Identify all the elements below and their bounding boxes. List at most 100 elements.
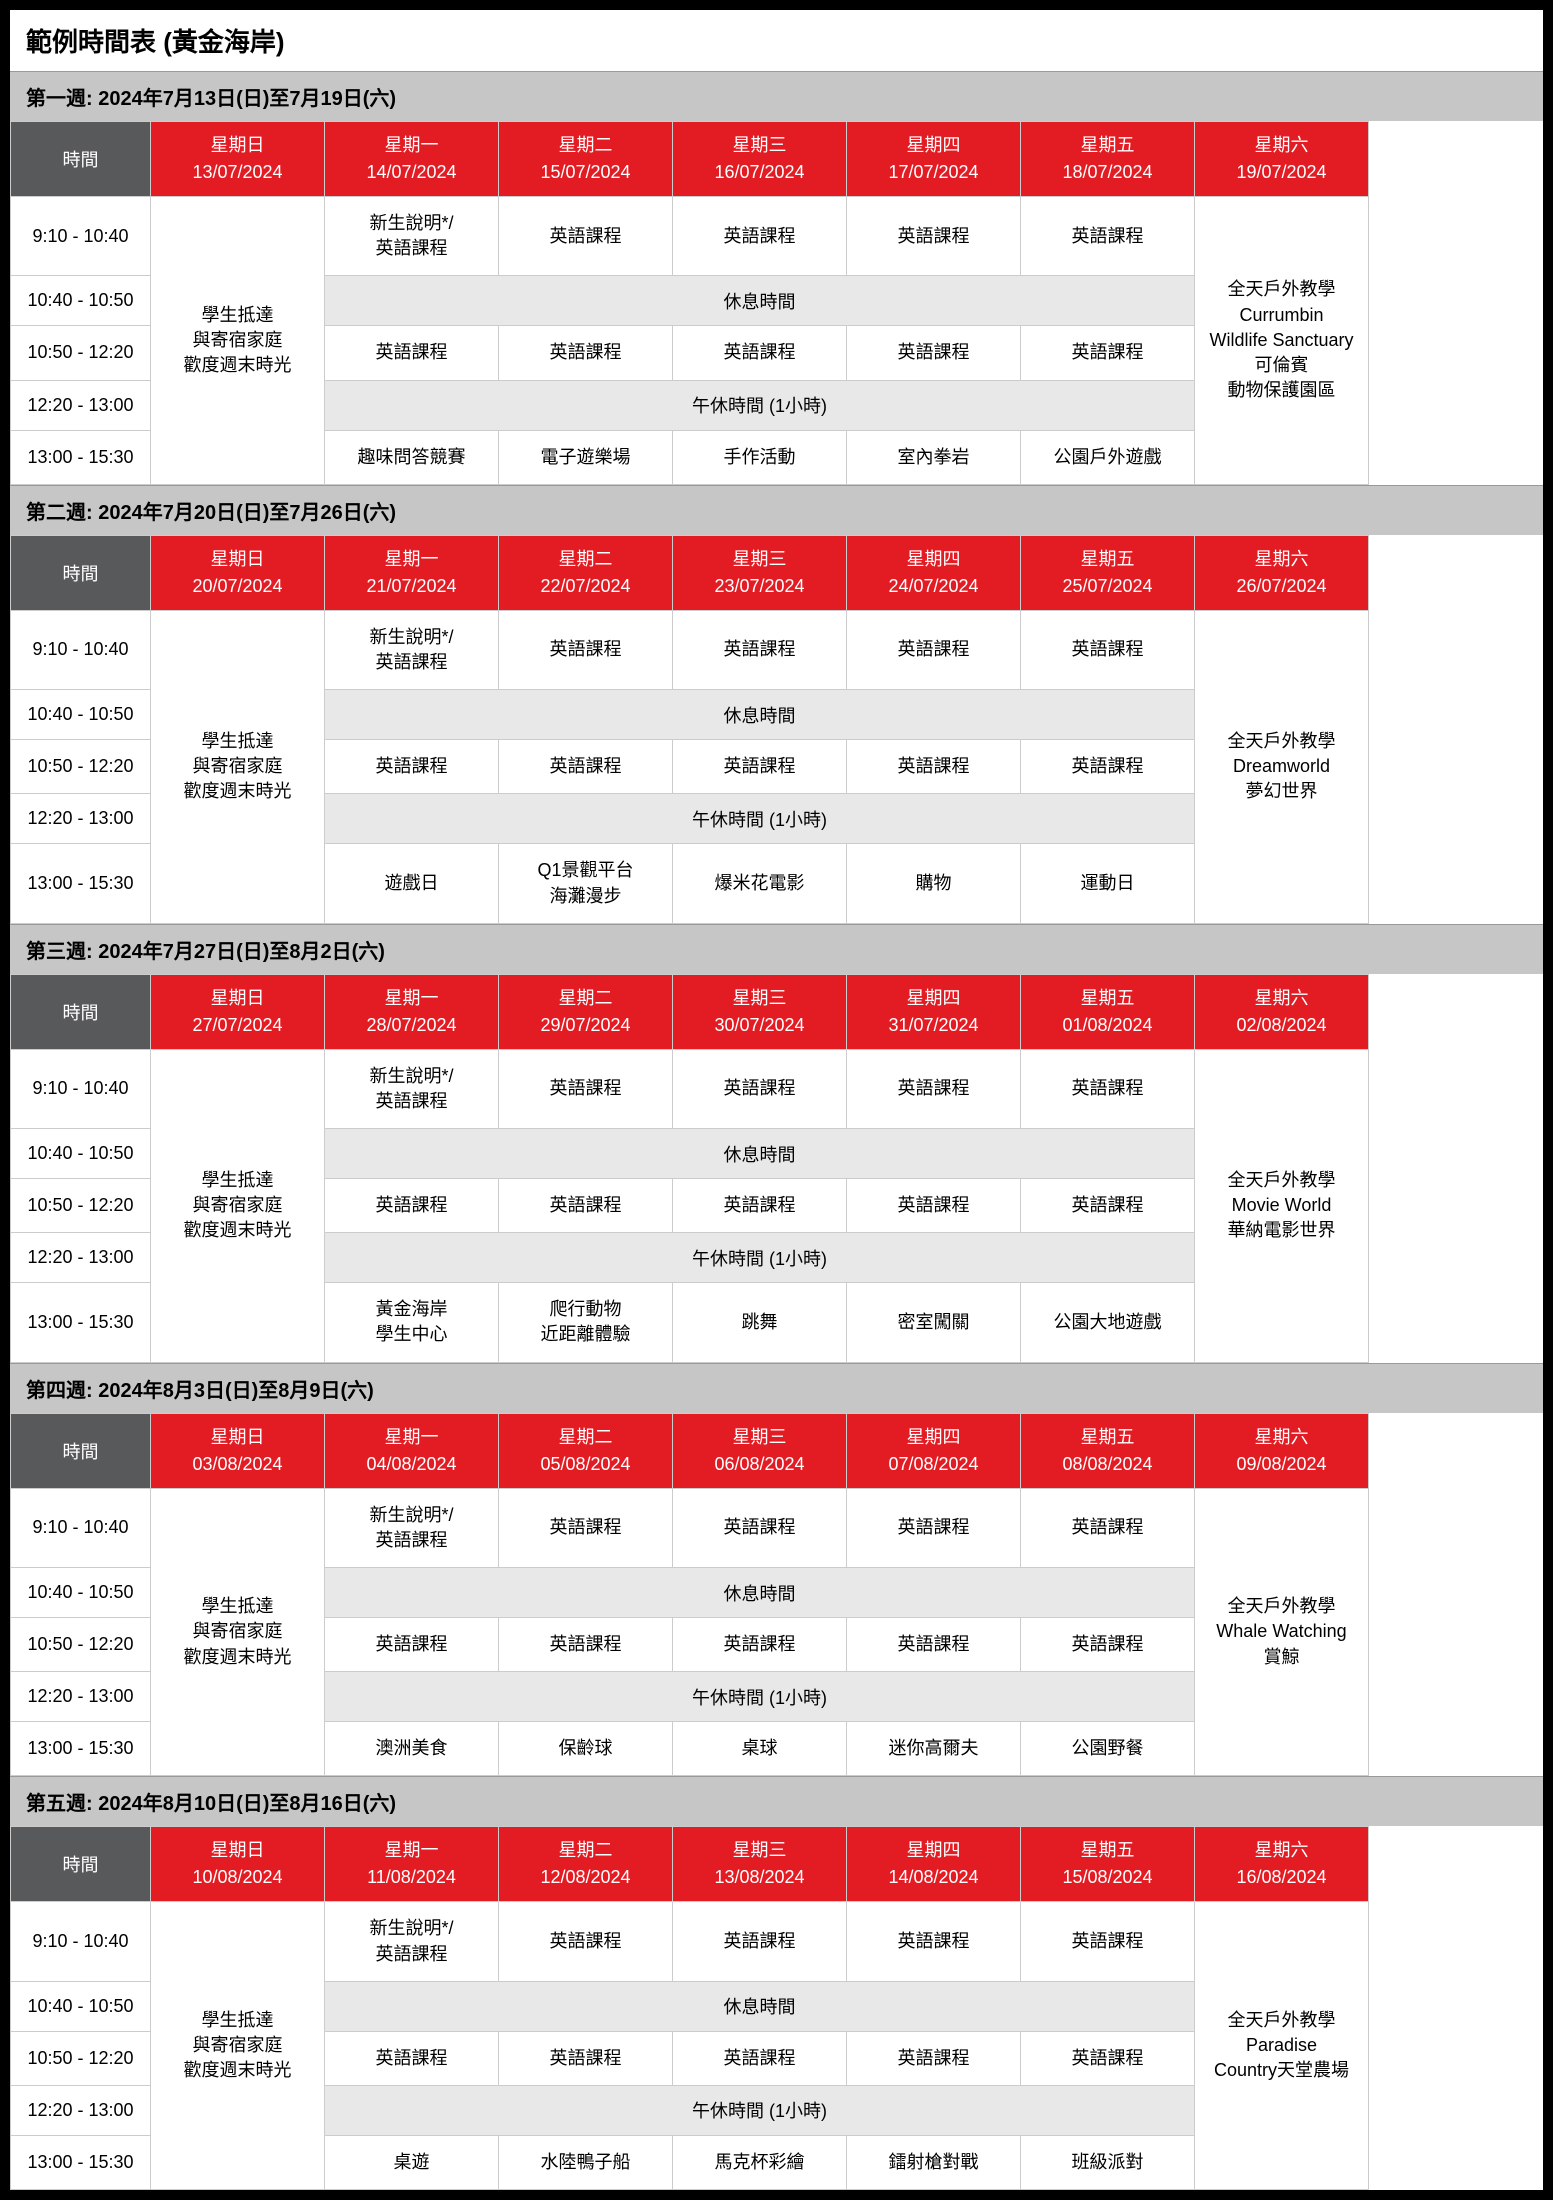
afternoon-activity-1: 保齡球 (499, 1722, 673, 1776)
english-class: 英語課程 (847, 610, 1021, 689)
english-class: 英語課程 (325, 2031, 499, 2085)
afternoon-activity-2: 跳舞 (673, 1283, 847, 1362)
day-header-3: 星期三16/07/2024 (673, 122, 847, 197)
english-class: 英語課程 (499, 1902, 673, 1981)
english-class: 英語課程 (1021, 610, 1195, 689)
time-slot: 13:00 - 15:30 (11, 844, 151, 923)
day-header-0: 星期日10/08/2024 (151, 1827, 325, 1902)
day-header-1: 星期一28/07/2024 (325, 974, 499, 1049)
day-header-4: 星期四31/07/2024 (847, 974, 1021, 1049)
time-slot: 12:20 - 13:00 (11, 2085, 151, 2135)
time-slot: 13:00 - 15:30 (11, 1283, 151, 1362)
afternoon-activity-3: 購物 (847, 844, 1021, 923)
break-row: 休息時間 (325, 1981, 1195, 2031)
week-table-1: 時間星期日13/07/2024星期一14/07/2024星期二15/07/202… (10, 121, 1543, 485)
afternoon-activity-0: 澳洲美食 (325, 1722, 499, 1776)
week-table-2: 時間星期日20/07/2024星期一21/07/2024星期二22/07/202… (10, 535, 1543, 924)
english-class: 英語課程 (847, 2031, 1021, 2085)
english-class: 英語課程 (673, 1488, 847, 1567)
saturday-excursion: 全天戶外教學CurrumbinWildlife Sanctuary可倫賓動物保護… (1195, 197, 1369, 485)
lunch-row: 午休時間 (1小時) (325, 380, 1195, 430)
week-table-3: 時間星期日27/07/2024星期一28/07/2024星期二29/07/202… (10, 974, 1543, 1363)
time-slot: 10:40 - 10:50 (11, 1129, 151, 1179)
afternoon-activity-1: 爬行動物近距離體驗 (499, 1283, 673, 1362)
lunch-row: 午休時間 (1小時) (325, 2085, 1195, 2135)
time-slot: 9:10 - 10:40 (11, 610, 151, 689)
time-slot: 10:50 - 12:20 (11, 740, 151, 794)
english-class: 英語課程 (499, 197, 673, 276)
saturday-excursion: 全天戶外教學Whale Watching賞鯨 (1195, 1488, 1369, 1776)
lunch-row: 午休時間 (1小時) (325, 794, 1195, 844)
afternoon-activity-3: 室內拳岩 (847, 430, 1021, 484)
english-class: 英語課程 (673, 1618, 847, 1672)
afternoon-activity-1: Q1景觀平台海灘漫步 (499, 844, 673, 923)
time-slot: 10:40 - 10:50 (11, 690, 151, 740)
page-title: 範例時間表 (黃金海岸) (10, 10, 1543, 71)
sunday-activity: 學生抵達與寄宿家庭歡度週末時光 (151, 1049, 325, 1362)
time-slot: 9:10 - 10:40 (11, 197, 151, 276)
day-header-4: 星期四17/07/2024 (847, 122, 1021, 197)
time-slot: 10:40 - 10:50 (11, 1568, 151, 1618)
day-header-4: 星期四14/08/2024 (847, 1827, 1021, 1902)
afternoon-activity-4: 公園大地遊戲 (1021, 1283, 1195, 1362)
english-class: 英語課程 (499, 326, 673, 380)
afternoon-activity-4: 公園戶外遊戲 (1021, 430, 1195, 484)
afternoon-activity-2: 爆米花電影 (673, 844, 847, 923)
time-slot: 12:20 - 13:00 (11, 1233, 151, 1283)
time-slot: 10:40 - 10:50 (11, 276, 151, 326)
monday-morning: 新生說明*/英語課程 (325, 1049, 499, 1128)
day-header-3: 星期三30/07/2024 (673, 974, 847, 1049)
english-class: 英語課程 (499, 740, 673, 794)
lunch-row: 午休時間 (1小時) (325, 1672, 1195, 1722)
day-header-0: 星期日27/07/2024 (151, 974, 325, 1049)
time-header: 時間 (11, 122, 151, 197)
day-header-3: 星期三23/07/2024 (673, 535, 847, 610)
english-class: 英語課程 (1021, 740, 1195, 794)
time-slot: 12:20 - 13:00 (11, 794, 151, 844)
english-class: 英語課程 (673, 326, 847, 380)
english-class: 英語課程 (1021, 1902, 1195, 1981)
english-class: 英語課程 (325, 1618, 499, 1672)
afternoon-activity-2: 馬克杯彩繪 (673, 2135, 847, 2189)
afternoon-activity-4: 公園野餐 (1021, 1722, 1195, 1776)
english-class: 英語課程 (325, 326, 499, 380)
time-slot: 13:00 - 15:30 (11, 2135, 151, 2189)
sunday-activity: 學生抵達與寄宿家庭歡度週末時光 (151, 1488, 325, 1776)
day-header-6: 星期六19/07/2024 (1195, 122, 1369, 197)
afternoon-activity-0: 遊戲日 (325, 844, 499, 923)
afternoon-activity-3: 迷你高爾夫 (847, 1722, 1021, 1776)
day-header-1: 星期一21/07/2024 (325, 535, 499, 610)
day-header-5: 星期五18/07/2024 (1021, 122, 1195, 197)
day-header-0: 星期日03/08/2024 (151, 1413, 325, 1488)
day-header-3: 星期三06/08/2024 (673, 1413, 847, 1488)
sunday-activity: 學生抵達與寄宿家庭歡度週末時光 (151, 197, 325, 485)
english-class: 英語課程 (325, 1179, 499, 1233)
day-header-6: 星期六16/08/2024 (1195, 1827, 1369, 1902)
english-class: 英語課程 (673, 1902, 847, 1981)
monday-morning: 新生說明*/英語課程 (325, 610, 499, 689)
english-class: 英語課程 (847, 326, 1021, 380)
english-class: 英語課程 (1021, 2031, 1195, 2085)
time-slot: 10:40 - 10:50 (11, 1981, 151, 2031)
monday-morning: 新生說明*/英語課程 (325, 197, 499, 276)
saturday-excursion: 全天戶外教學Movie World華納電影世界 (1195, 1049, 1369, 1362)
day-header-2: 星期二15/07/2024 (499, 122, 673, 197)
afternoon-activity-4: 班級派對 (1021, 2135, 1195, 2189)
english-class: 英語課程 (499, 1049, 673, 1128)
english-class: 英語課程 (673, 197, 847, 276)
time-slot: 12:20 - 13:00 (11, 1672, 151, 1722)
time-header: 時間 (11, 1413, 151, 1488)
day-header-1: 星期一04/08/2024 (325, 1413, 499, 1488)
english-class: 英語課程 (1021, 326, 1195, 380)
time-slot: 10:50 - 12:20 (11, 1618, 151, 1672)
afternoon-activity-0: 趣味問答競賽 (325, 430, 499, 484)
english-class: 英語課程 (1021, 1179, 1195, 1233)
english-class: 英語課程 (1021, 1488, 1195, 1567)
timetable-container: 範例時間表 (黃金海岸) 第一週: 2024年7月13日(日)至7月19日(六)… (10, 10, 1543, 2190)
time-slot: 13:00 - 15:30 (11, 430, 151, 484)
english-class: 英語課程 (847, 740, 1021, 794)
english-class: 英語課程 (847, 1179, 1021, 1233)
english-class: 英語課程 (847, 197, 1021, 276)
time-slot: 9:10 - 10:40 (11, 1049, 151, 1128)
english-class: 英語課程 (673, 1049, 847, 1128)
